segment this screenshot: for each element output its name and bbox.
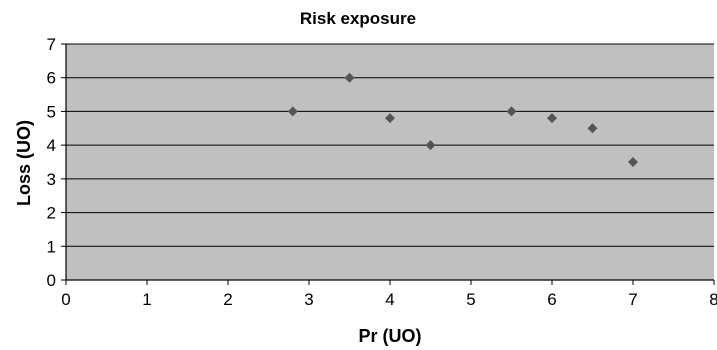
data-point xyxy=(385,113,395,124)
x-axis-label: Pr (UO) xyxy=(359,326,422,346)
y-axis-ticks: 0 1 2 3 4 5 6 7 xyxy=(47,35,66,290)
y-tick-label: 4 xyxy=(47,136,56,155)
y-tick-label: 6 xyxy=(47,69,56,88)
x-tick-label: 3 xyxy=(304,290,313,309)
data-point xyxy=(506,106,517,117)
chart-title: Risk exposure xyxy=(300,9,416,28)
data-point xyxy=(344,72,355,83)
y-axis-label: Loss (UO) xyxy=(14,120,34,206)
data-points xyxy=(287,72,638,167)
y-tick-label: 3 xyxy=(47,170,56,189)
x-tick-label: 5 xyxy=(466,290,475,309)
data-point xyxy=(287,106,298,117)
x-tick-label: 4 xyxy=(385,290,394,309)
data-point xyxy=(628,157,638,167)
data-point xyxy=(547,113,557,124)
x-tick-label: 7 xyxy=(628,290,637,309)
data-point xyxy=(587,123,598,134)
y-tick-label: 5 xyxy=(47,102,56,121)
y-tick-label: 2 xyxy=(47,204,56,223)
x-tick-label: 8 xyxy=(709,290,717,309)
data-point xyxy=(425,140,436,151)
y-tick-label: 0 xyxy=(47,271,56,290)
x-tick-label: 1 xyxy=(142,290,151,309)
x-tick-label: 6 xyxy=(547,290,556,309)
plot-area xyxy=(66,44,714,280)
x-axis-ticks: 0 1 2 3 4 5 6 7 8 xyxy=(61,280,717,309)
x-tick-label: 2 xyxy=(223,290,232,309)
y-tick-label: 7 xyxy=(47,35,56,54)
gridlines xyxy=(66,43,714,247)
y-tick-label: 1 xyxy=(47,237,56,256)
x-tick-label: 0 xyxy=(61,290,70,309)
